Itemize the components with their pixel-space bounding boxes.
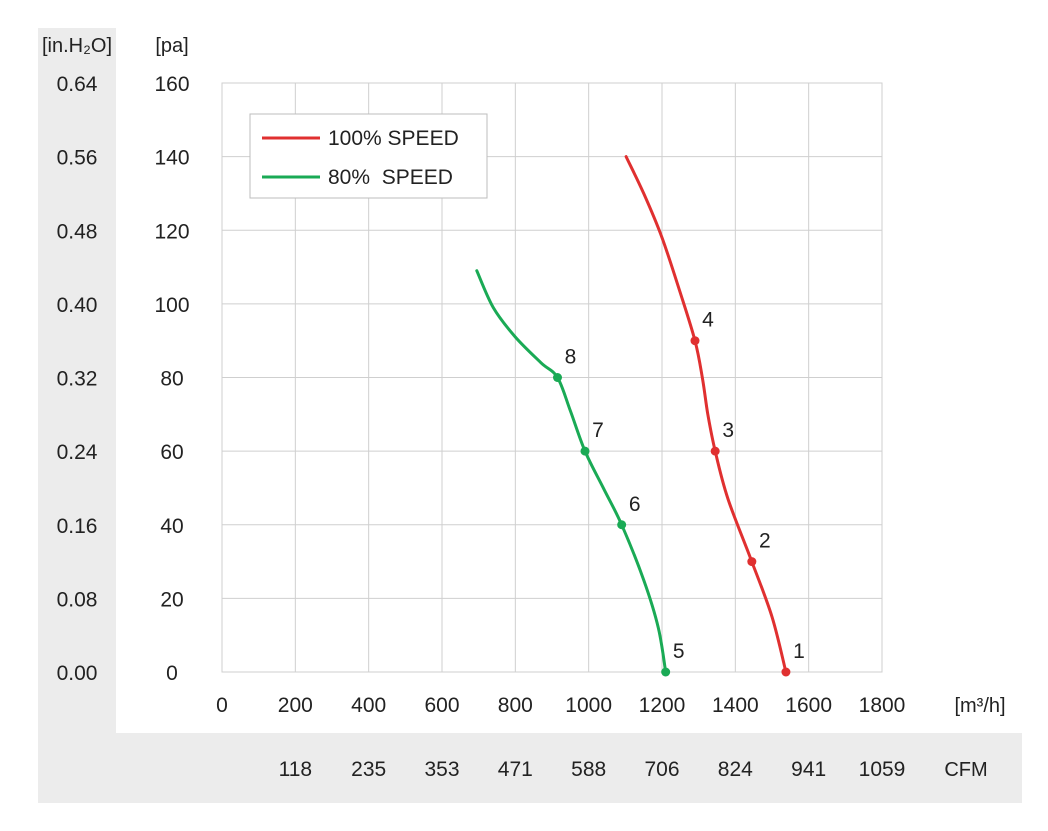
y-tick-label: 80 bbox=[160, 368, 183, 391]
data-point-label-4: 4 bbox=[702, 309, 714, 332]
y2-tick-label: 0.64 bbox=[57, 73, 98, 96]
x2-tick-label: 471 bbox=[498, 758, 533, 781]
x2-tick-label: 588 bbox=[571, 758, 606, 781]
x2-tick-label: 235 bbox=[351, 758, 386, 781]
y-tick-label: 60 bbox=[160, 441, 183, 464]
y-unit-label: [pa] bbox=[155, 35, 188, 57]
y-tick-label: 120 bbox=[154, 220, 189, 243]
y2-tick-label: 0.00 bbox=[57, 662, 98, 685]
x2-tick-label: 353 bbox=[424, 758, 459, 781]
y2-unit-label: [in.H₂O] bbox=[42, 35, 112, 57]
x-tick-label: 600 bbox=[424, 694, 459, 717]
data-point-label-8: 8 bbox=[565, 346, 577, 369]
x2-tick-label: 118 bbox=[279, 758, 312, 781]
data-point-label-7: 7 bbox=[592, 419, 604, 442]
y-tick-label: 100 bbox=[154, 294, 189, 317]
data-point-8 bbox=[553, 373, 562, 382]
y2-tick-label: 0.24 bbox=[57, 441, 98, 464]
y-tick-label: 140 bbox=[154, 147, 189, 170]
left-axis-panel bbox=[38, 28, 116, 803]
x-tick-label: 1200 bbox=[639, 694, 686, 717]
data-point-3 bbox=[710, 446, 720, 456]
data-point-label-1: 1 bbox=[793, 640, 805, 663]
y-tick-label: 40 bbox=[160, 515, 183, 538]
series-line-80-speed bbox=[475, 269, 668, 674]
x2-tick-label: 1059 bbox=[859, 758, 906, 781]
legend-box bbox=[249, 113, 488, 199]
data-point-label-3: 3 bbox=[722, 419, 734, 442]
x-tick-label: 1600 bbox=[785, 694, 832, 717]
data-point-label-5: 5 bbox=[673, 640, 685, 663]
x-tick-label: 800 bbox=[498, 694, 533, 717]
x2-tick-label: 941 bbox=[791, 758, 826, 781]
bottom-axis-panel bbox=[38, 733, 1022, 803]
axis-ticks: 0 200 400 600 800 1000 1200 1400 1600 180000.0020… bbox=[57, 73, 906, 781]
x-tick-label: 200 bbox=[278, 694, 313, 717]
x-tick-label: 1400 bbox=[712, 694, 759, 717]
x2-tick-label: 706 bbox=[644, 758, 679, 781]
data-point-6 bbox=[617, 520, 627, 530]
legend-label-80-speed: 80% SPEED bbox=[328, 166, 453, 189]
x2-tick-label: 824 bbox=[718, 758, 753, 781]
x2-unit-label: CFM bbox=[944, 759, 987, 781]
x-tick-label: 400 bbox=[351, 694, 386, 717]
data-point-7 bbox=[580, 446, 590, 456]
data-point-label-2: 2 bbox=[759, 530, 771, 553]
y2-tick-label: 0.08 bbox=[57, 588, 98, 611]
y2-tick-label: 0.48 bbox=[57, 220, 98, 243]
data-point-4 bbox=[690, 336, 700, 346]
grid bbox=[221, 82, 883, 673]
y2-tick-label: 0.40 bbox=[57, 294, 98, 317]
y2-tick-label: 0.16 bbox=[57, 515, 98, 538]
data-point-1 bbox=[781, 667, 791, 677]
legend-label-100-speed: 100% SPEED bbox=[328, 127, 459, 150]
x-tick-label: 1000 bbox=[565, 694, 612, 717]
data-point-label-6: 6 bbox=[629, 493, 641, 516]
y2-tick-label: 0.32 bbox=[57, 368, 98, 391]
y-tick-label: 160 bbox=[154, 73, 189, 96]
x-tick-label: 0 bbox=[216, 694, 228, 717]
y-tick-label: 0 bbox=[166, 662, 178, 685]
legend: 100% SPEED 80% SPEED bbox=[249, 113, 488, 199]
y2-tick-label: 0.56 bbox=[57, 147, 98, 170]
data-point-2 bbox=[747, 557, 757, 567]
data-point-5 bbox=[661, 667, 671, 677]
y-tick-label: 20 bbox=[160, 588, 183, 611]
x-tick-label: 1800 bbox=[859, 694, 906, 717]
x-unit-label: [m³/h] bbox=[954, 695, 1005, 717]
series-layer: 1 2 3 4 5 6 7 8 bbox=[475, 155, 805, 677]
